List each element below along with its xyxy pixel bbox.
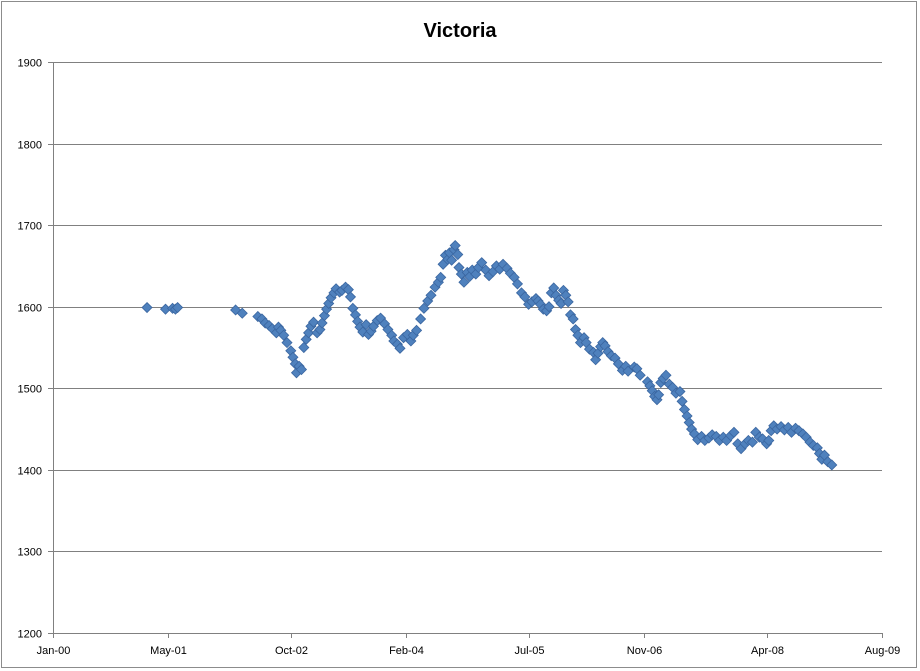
data-point — [822, 456, 834, 468]
x-tick-label: Apr-08 — [751, 645, 784, 657]
x-tick-label: Aug-09 — [865, 645, 900, 657]
data-point — [826, 459, 838, 471]
data-point — [590, 354, 602, 366]
data-point — [394, 342, 406, 354]
y-tick-label: 1700 — [18, 221, 42, 233]
data-point — [634, 369, 646, 381]
data-point — [449, 239, 461, 252]
data-point — [298, 341, 310, 354]
x-tick-label: May-01 — [150, 645, 187, 657]
data-point — [435, 271, 447, 283]
data-point — [281, 337, 293, 349]
data-point — [415, 313, 427, 325]
x-tick-label: Feb-04 — [389, 645, 424, 657]
y-tick-label: 1900 — [18, 58, 42, 70]
data-point — [660, 369, 672, 381]
data-point — [458, 276, 470, 288]
data-point — [411, 324, 423, 336]
y-tick-label: 1400 — [18, 466, 42, 478]
data-point — [425, 289, 437, 301]
data-points — [141, 239, 838, 471]
data-point — [763, 434, 775, 447]
x-tick-labels: Jan-00 May-01 Oct-02 Feb-04 Jul-05 Nov-06 Apr-… — [37, 645, 901, 657]
data-point — [567, 313, 579, 325]
data-point — [314, 323, 326, 336]
y-tick-label: 1300 — [18, 547, 42, 559]
x-tick-label: Oct-02 — [275, 645, 308, 657]
data-point — [303, 327, 315, 339]
data-point — [519, 291, 531, 303]
data-point — [543, 301, 555, 313]
data-point — [360, 319, 372, 331]
data-point — [674, 385, 686, 398]
data-point — [562, 296, 574, 308]
data-point — [476, 257, 488, 269]
y-tick-label: 1500 — [18, 384, 42, 396]
axes — [48, 62, 883, 638]
y-tick-labels: 1200 1300 1400 1500 1600 1700 1800 1900 — [18, 58, 42, 641]
y-tick-label: 1600 — [18, 303, 42, 315]
y-tick-label: 1200 — [18, 629, 42, 641]
data-point — [676, 395, 688, 407]
gridlines — [53, 62, 882, 552]
data-point — [511, 278, 524, 290]
data-point — [728, 426, 740, 438]
data-point — [418, 302, 430, 314]
data-point — [295, 363, 308, 376]
data-point — [452, 248, 464, 261]
data-point — [278, 329, 290, 341]
data-point — [172, 301, 184, 314]
data-point — [141, 301, 153, 314]
data-point — [236, 307, 248, 319]
data-point — [446, 254, 458, 266]
data-point — [653, 389, 665, 401]
data-point — [746, 436, 759, 448]
x-tick-label: Jul-05 — [515, 645, 545, 657]
y-tick-label: 1800 — [18, 140, 42, 152]
data-point — [344, 291, 357, 303]
chart-title: Victoria — [424, 20, 498, 42]
x-tick-label: Jan-00 — [37, 645, 71, 657]
x-tick-label: Nov-06 — [627, 645, 662, 657]
data-point — [307, 316, 320, 328]
